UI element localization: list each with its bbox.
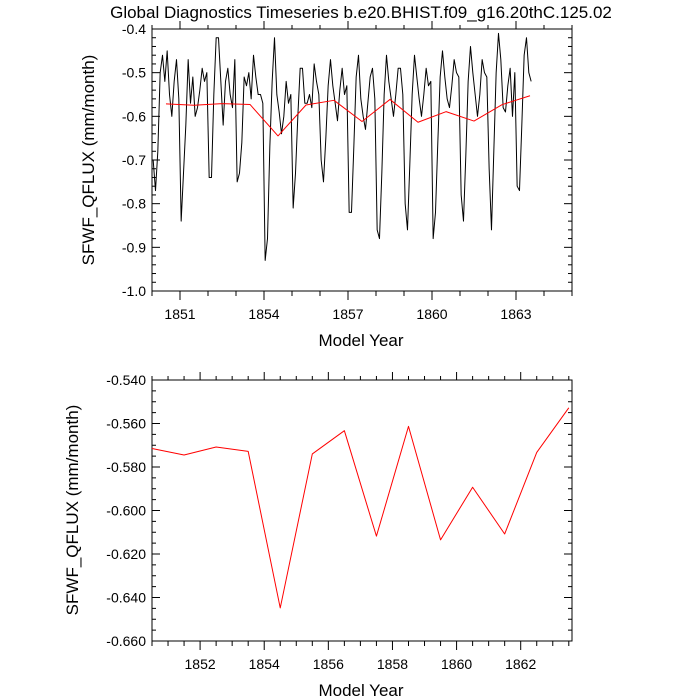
top-y-axis-label: SFWF_QFLUX (mm/month) — [79, 55, 98, 266]
bottom-x-tick-labels: 1852 1854 1856 1858 1860 1862 — [185, 656, 537, 672]
top-x-tick-labels: 1851 1854 1857 1860 1863 — [164, 306, 531, 322]
top-x-tick-label: 1857 — [332, 306, 363, 322]
bottom-y-tick-labels: -0.540 -0.560 -0.580 -0.600 -0.620 -0.64… — [106, 372, 146, 649]
top-y-tick-label: -0.9 — [122, 239, 146, 255]
bottom-y-tick-label: -0.540 — [106, 372, 146, 388]
bottom-ticks — [151, 372, 572, 650]
top-y-tick-label: -0.7 — [122, 152, 146, 168]
top-y-tick-label: -0.8 — [122, 196, 146, 212]
bottom-x-tick-label: 1860 — [441, 656, 472, 672]
top-y-tick-label: -0.5 — [122, 65, 146, 81]
bottom-y-tick-label: -0.600 — [106, 503, 146, 519]
bottom-y-tick-label: -0.620 — [106, 546, 146, 562]
series-line — [165, 95, 531, 137]
bottom-y-tick-label: -0.660 — [106, 633, 146, 649]
top-x-tick-label: 1851 — [164, 306, 195, 322]
chart-title: Global Diagnostics Timeseries b.e20.BHIS… — [110, 3, 612, 22]
top-x-tick-label: 1860 — [416, 306, 447, 322]
bottom-plot-frame — [151, 379, 573, 642]
bottom-x-tick-label: 1856 — [313, 656, 344, 672]
top-series-group — [152, 32, 532, 261]
top-ticks — [151, 21, 573, 300]
bottom-x-tick-label: 1852 — [185, 656, 216, 672]
bottom-x-tick-label: 1858 — [377, 656, 408, 672]
series-line — [152, 32, 532, 261]
bottom-x-tick-label: 1862 — [505, 656, 536, 672]
top-y-tick-label: -1.0 — [122, 283, 146, 299]
bottom-x-tick-label: 1854 — [249, 656, 280, 672]
series-line — [151, 407, 570, 609]
bottom-y-tick-label: -0.640 — [106, 590, 146, 606]
bottom-y-tick-label: -0.580 — [106, 459, 146, 475]
bottom-y-tick-label: -0.560 — [106, 416, 146, 432]
bottom-series-group — [151, 407, 570, 609]
bottom-x-axis-label: Model Year — [318, 681, 403, 700]
top-x-axis-label: Model Year — [318, 331, 403, 350]
top-y-tick-label: -0.6 — [122, 108, 146, 124]
top-x-tick-label: 1854 — [248, 306, 279, 322]
top-y-tick-label: -0.4 — [122, 21, 146, 37]
top-x-tick-label: 1863 — [500, 306, 531, 322]
bottom-panel: -0.540 -0.560 -0.580 -0.600 -0.620 -0.64… — [63, 372, 573, 700]
top-y-tick-labels: -0.4 -0.5 -0.6 -0.7 -0.8 -0.9 -1.0 — [122, 21, 146, 299]
top-panel: Global Diagnostics Timeseries b.e20.BHIS… — [79, 3, 612, 350]
bottom-y-axis-label: SFWF_QFLUX (mm/month) — [63, 405, 82, 616]
